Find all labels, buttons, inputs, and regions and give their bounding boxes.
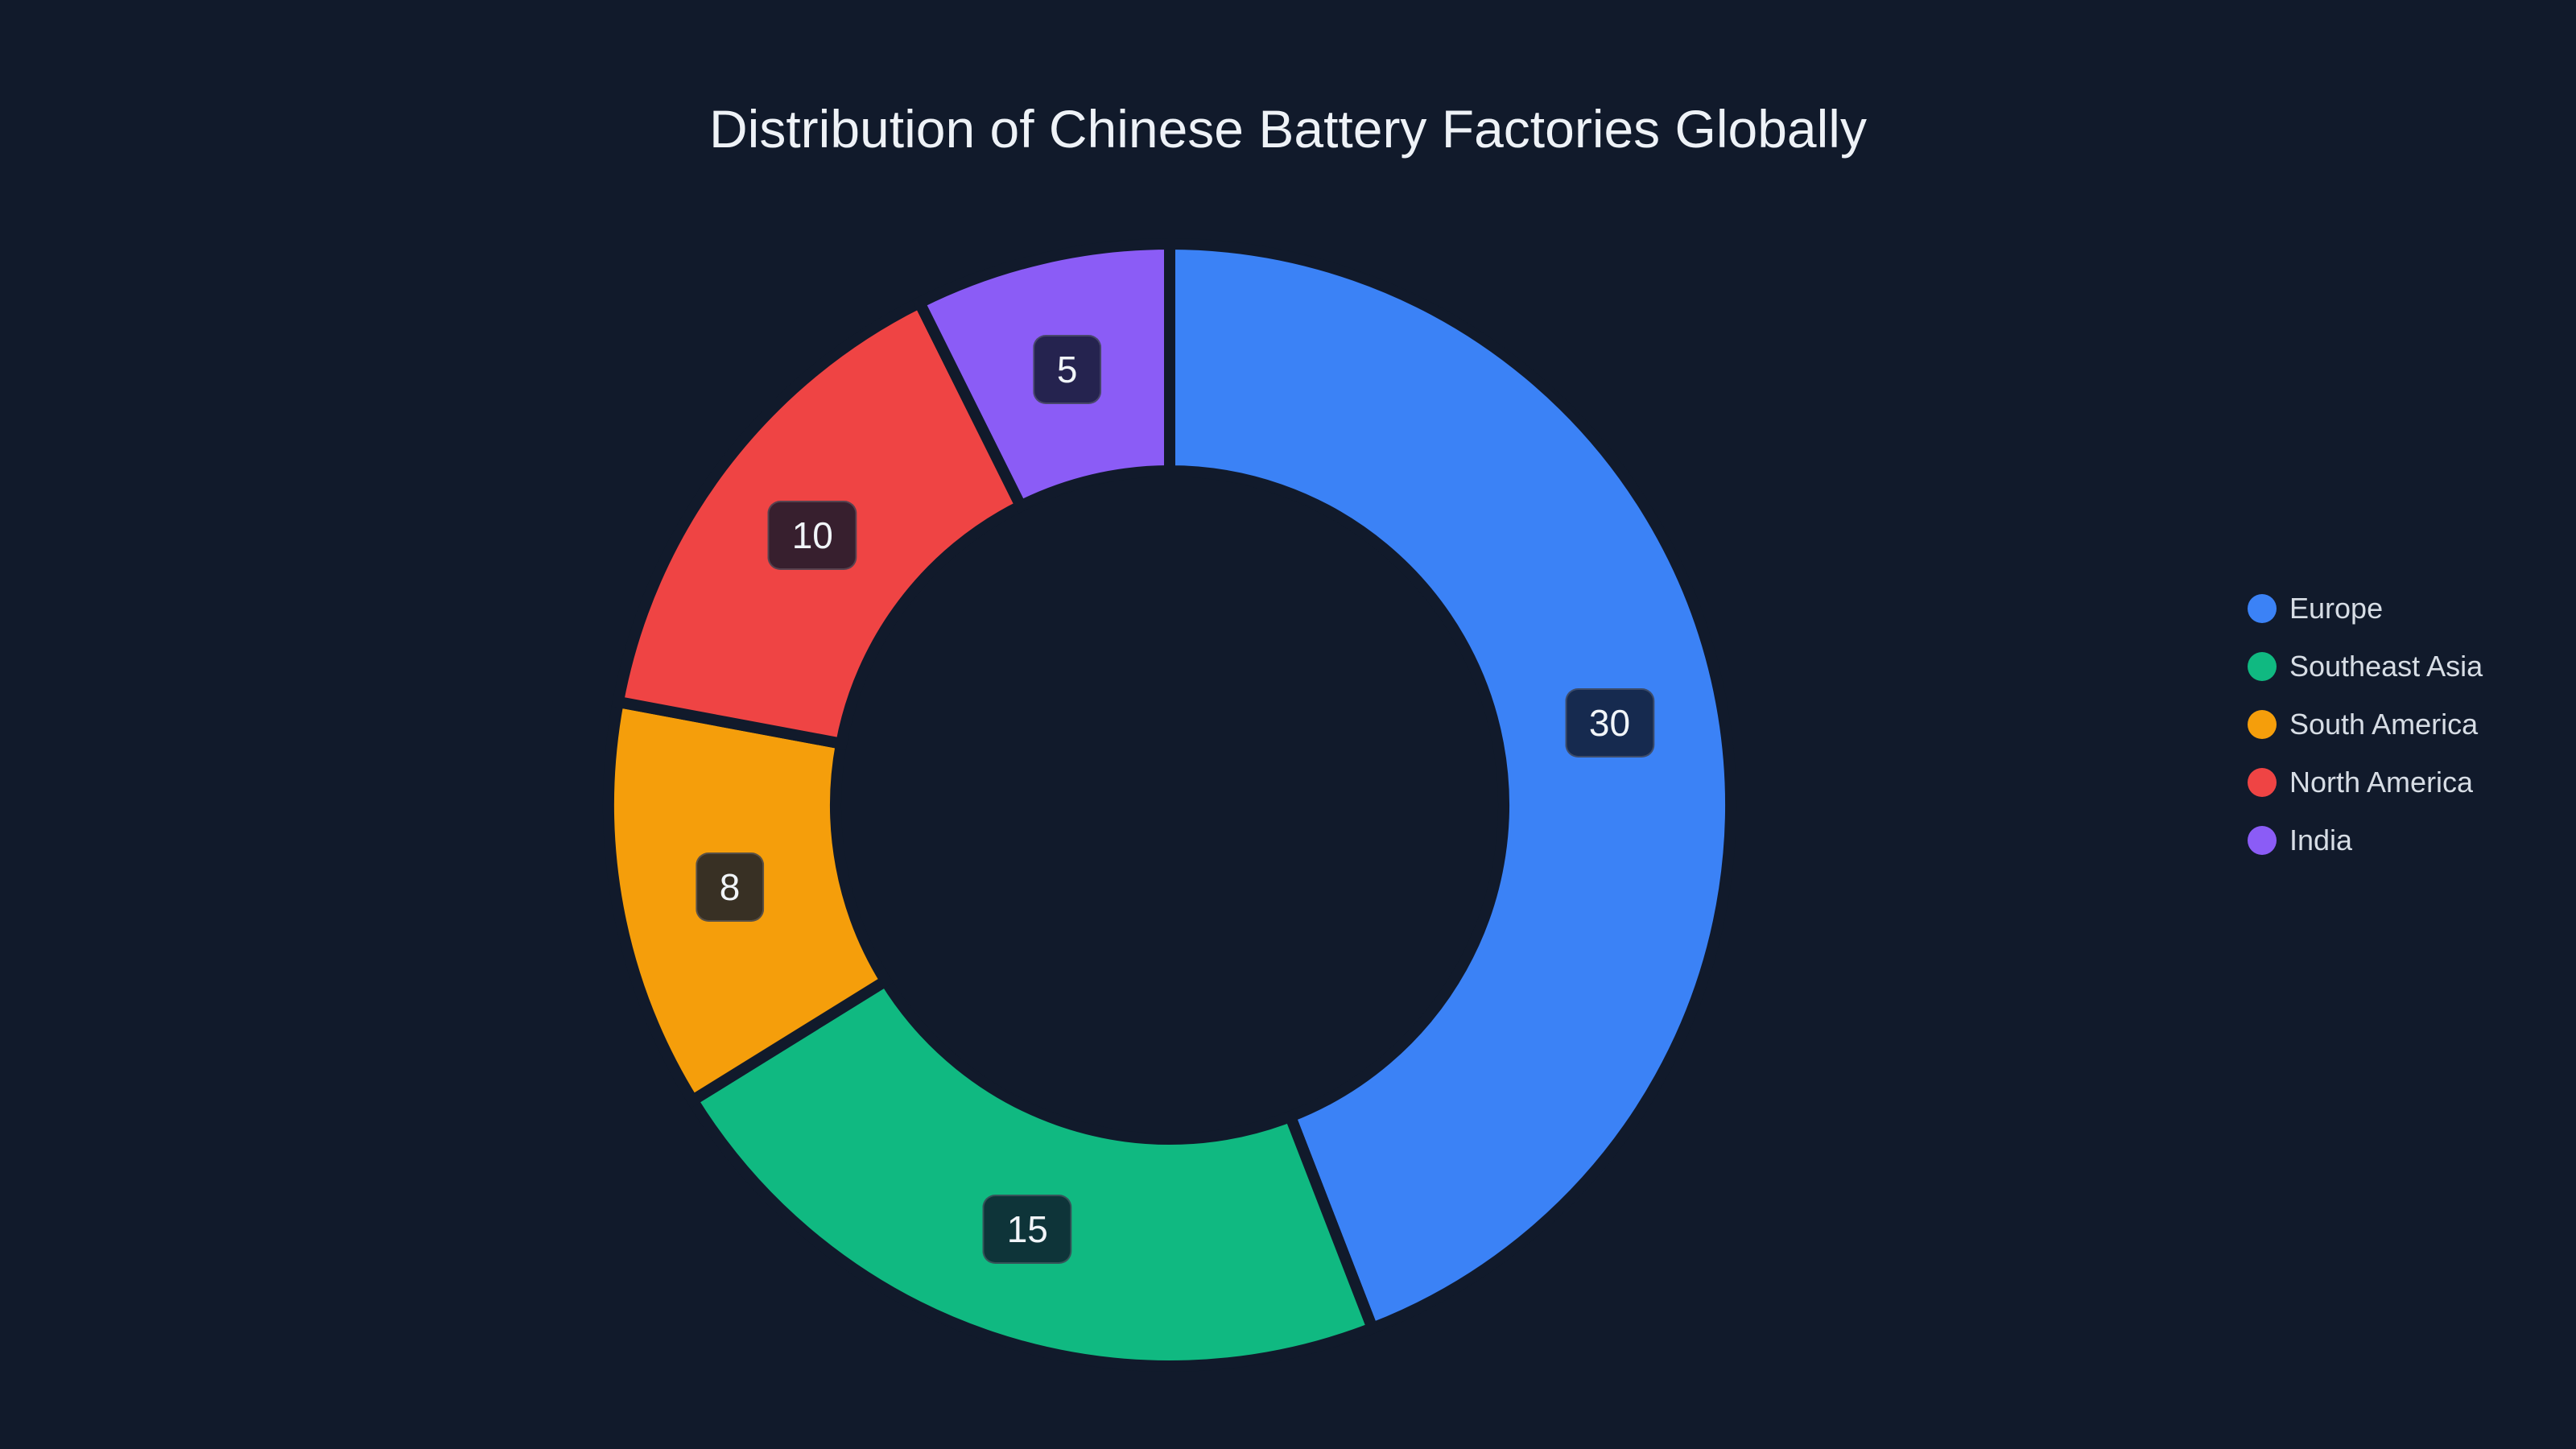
- chart-title: Distribution of Chinese Battery Factorie…: [709, 99, 1867, 159]
- pie-slice-southeast-asia[interactable]: [684, 972, 1380, 1372]
- pie-slice-europe[interactable]: [1164, 237, 1736, 1335]
- legend-label: India: [2289, 824, 2353, 857]
- legend: Europe Southeast Asia South America North A…: [2248, 593, 2483, 856]
- legend-item-europe[interactable]: Europe: [2248, 593, 2483, 624]
- legend-label: South America: [2289, 708, 2479, 741]
- legend-swatch-icon: [2248, 768, 2277, 797]
- legend-item-south-america[interactable]: South America: [2248, 709, 2483, 740]
- legend-swatch-icon: [2248, 594, 2277, 623]
- legend-item-india[interactable]: India: [2248, 825, 2483, 856]
- legend-item-north-america[interactable]: North America: [2248, 767, 2483, 798]
- legend-swatch-icon: [2248, 710, 2277, 739]
- legend-label: North America: [2289, 766, 2474, 799]
- legend-label: Southeast Asia: [2289, 650, 2483, 683]
- legend-label: Europe: [2289, 592, 2384, 625]
- legend-item-southeast-asia[interactable]: Southeast Asia: [2248, 651, 2483, 682]
- legend-swatch-icon: [2248, 652, 2277, 681]
- legend-swatch-icon: [2248, 826, 2277, 855]
